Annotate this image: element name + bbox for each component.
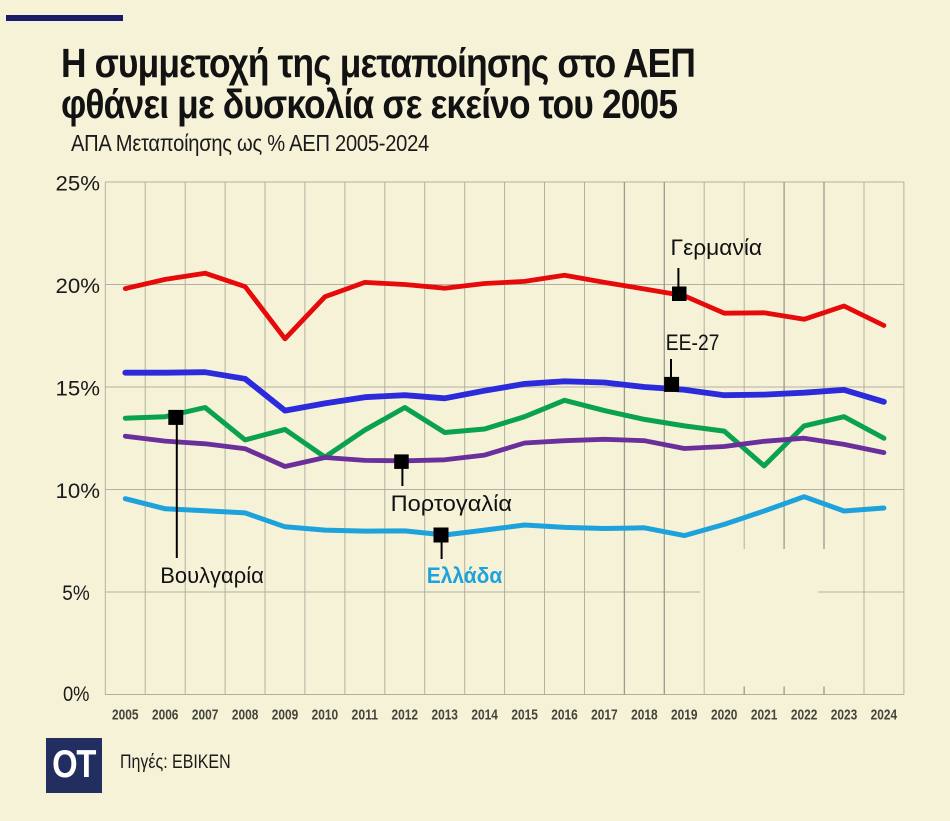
svg-text:2009: 2009 [272,707,299,724]
svg-text:2021: 2021 [751,707,778,724]
svg-text:15%: 15% [56,378,101,401]
svg-text:2022: 2022 [791,707,818,724]
svg-text:2019: 2019 [671,707,698,724]
svg-text:Ελλάδα: Ελλάδα [427,563,503,588]
svg-text:2008: 2008 [232,707,259,724]
svg-text:2016: 2016 [551,707,578,724]
svg-text:0%: 0% [63,683,90,706]
svg-text:2017: 2017 [591,707,618,724]
svg-text:Γερμανία: Γερμανία [671,235,763,260]
svg-text:2007: 2007 [192,707,219,724]
svg-text:20%: 20% [56,275,101,298]
svg-text:2010: 2010 [312,707,339,724]
svg-text:2018: 2018 [631,707,658,724]
svg-text:2006: 2006 [152,707,179,724]
svg-text:Πορτογαλία: Πορτογαλία [391,491,513,516]
svg-text:2023: 2023 [831,707,858,724]
svg-text:10%: 10% [56,480,101,503]
svg-text:2020: 2020 [711,707,738,724]
svg-text:5%: 5% [62,582,90,605]
svg-text:2014: 2014 [471,707,498,724]
svg-text:2005: 2005 [112,707,139,724]
svg-text:ΕΕ-27: ΕΕ-27 [666,330,720,355]
svg-text:2012: 2012 [392,707,419,724]
svg-text:25%: 25% [56,173,101,196]
svg-text:2013: 2013 [431,707,458,724]
svg-text:2015: 2015 [511,707,538,724]
svg-text:Βουλγαρία: Βουλγαρία [160,563,264,588]
svg-text:2024: 2024 [871,707,898,724]
svg-text:2011: 2011 [352,707,379,724]
